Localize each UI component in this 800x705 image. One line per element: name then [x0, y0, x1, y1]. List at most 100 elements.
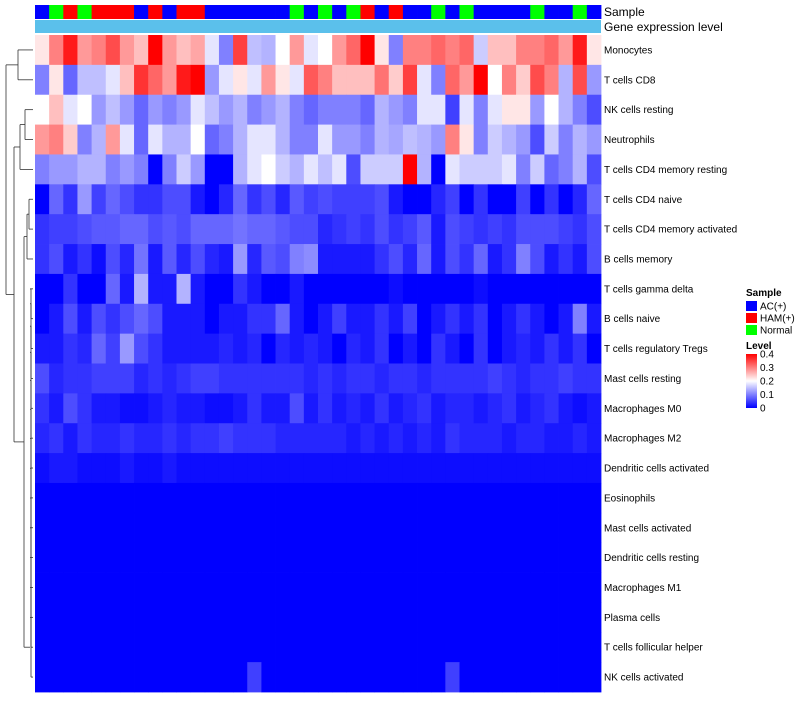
heatmap-cell [360, 214, 375, 245]
heatmap-cell [473, 423, 489, 454]
heatmap-cell [402, 124, 418, 155]
heatmap-cell [233, 393, 248, 424]
heatmap-cell [247, 662, 262, 693]
heatmap-cell [204, 423, 220, 454]
heatmap-cell [459, 35, 475, 66]
heatmap-cell [91, 214, 107, 245]
heatmap-cell [204, 333, 220, 364]
heatmap-cell [218, 393, 234, 424]
heatmap-cell [162, 423, 177, 454]
heatmap-cell [162, 35, 177, 66]
heatmap-cell [176, 303, 192, 335]
heatmap-cell [544, 542, 559, 573]
heatmap-cell [417, 393, 432, 424]
heatmap-cell [35, 482, 50, 514]
heatmap-cell [318, 303, 333, 335]
heatmap-cell [487, 184, 503, 215]
heatmap-cell [318, 273, 333, 305]
heatmap-cell [105, 482, 121, 514]
sample-annotation-cell [360, 5, 375, 19]
heatmap-cell [204, 542, 220, 573]
heatmap-cell [233, 124, 248, 155]
heatmap-cell [388, 273, 404, 305]
heatmap-cell [473, 602, 489, 633]
heatmap-cell [544, 572, 559, 603]
heatmap-cell [530, 273, 545, 305]
heatmap-cell [402, 512, 418, 544]
heatmap-cell [346, 363, 361, 394]
heatmap-cell [134, 214, 149, 245]
heatmap-cell [516, 363, 531, 394]
heatmap-cell [247, 363, 262, 394]
heatmap-cell [204, 273, 220, 305]
heatmap-cell [63, 453, 78, 484]
heatmap-cell [134, 662, 149, 693]
heatmap-cell [431, 333, 446, 364]
heatmap-cell [49, 393, 64, 424]
heatmap-cell [431, 423, 446, 454]
heatmap-cell [402, 184, 418, 215]
heatmap-cell [289, 393, 305, 424]
heatmap-cell [49, 35, 64, 66]
heatmap-cell [417, 214, 432, 245]
heatmap-cell [487, 423, 503, 454]
heatmap-cell [572, 154, 588, 185]
heatmap-cell [501, 94, 517, 125]
heatmap-cell [516, 512, 531, 544]
heatmap-cell [374, 602, 390, 633]
heatmap-cell [63, 423, 78, 454]
heatmap-cell [119, 154, 135, 185]
heatmap-cell [332, 363, 347, 394]
heatmap-cell [374, 273, 390, 305]
heatmap-cell [218, 214, 234, 245]
heatmap-cell [49, 482, 64, 514]
heatmap-cell [487, 154, 503, 185]
row-labels: Monocytes T cells CD8 NK cells resting Neut… [604, 45, 737, 683]
heatmap-cell [473, 154, 489, 185]
heatmap-cell [247, 423, 262, 454]
heatmap-cell [318, 572, 333, 603]
heatmap-cell [544, 184, 559, 215]
heatmap-cell [275, 94, 291, 125]
heatmap-cell [49, 124, 64, 155]
heatmap-cell [119, 184, 135, 215]
row-label: Dendritic cells resting [604, 553, 699, 564]
heatmap-cell [176, 94, 192, 125]
heatmap-cell [544, 662, 559, 693]
heatmap-cell [261, 393, 276, 424]
heatmap-cell [49, 64, 64, 96]
heatmap-cell [445, 244, 460, 275]
heatmap-cell [332, 333, 347, 364]
sample-annotation-label: Sample [604, 5, 645, 19]
heatmap-cell [218, 662, 234, 693]
heatmap-cell [247, 94, 262, 125]
heatmap-cell [445, 214, 460, 245]
heatmap-cell [558, 512, 574, 544]
heatmap-cell [35, 184, 50, 215]
heatmap-cell [388, 542, 404, 573]
heatmap-cell [303, 363, 319, 394]
heatmap-cell [558, 184, 574, 215]
heatmap-cell [63, 124, 78, 155]
heatmap-cell [63, 393, 78, 424]
heatmap-cell [402, 154, 418, 185]
heatmap-cell [346, 35, 361, 66]
heatmap-cell [360, 244, 375, 275]
heatmap-cell [77, 602, 92, 633]
heatmap-cell [119, 512, 135, 544]
heatmap-cell [134, 333, 149, 364]
heatmap-cell [162, 453, 177, 484]
heatmap-cell [261, 124, 276, 155]
heatmap-cell [388, 94, 404, 125]
heatmap-cell [586, 393, 602, 424]
heatmap-cell [473, 273, 489, 305]
sample-annotation-cell [105, 5, 121, 19]
heatmap-cell [487, 214, 503, 245]
heatmap-cell [431, 184, 446, 215]
heatmap-cell [544, 602, 559, 633]
heatmap-cell [247, 632, 262, 663]
heatmap-cell [247, 214, 262, 245]
heatmap-cell [487, 602, 503, 633]
heatmap-cell [148, 94, 163, 125]
heatmap-cell [346, 482, 361, 514]
